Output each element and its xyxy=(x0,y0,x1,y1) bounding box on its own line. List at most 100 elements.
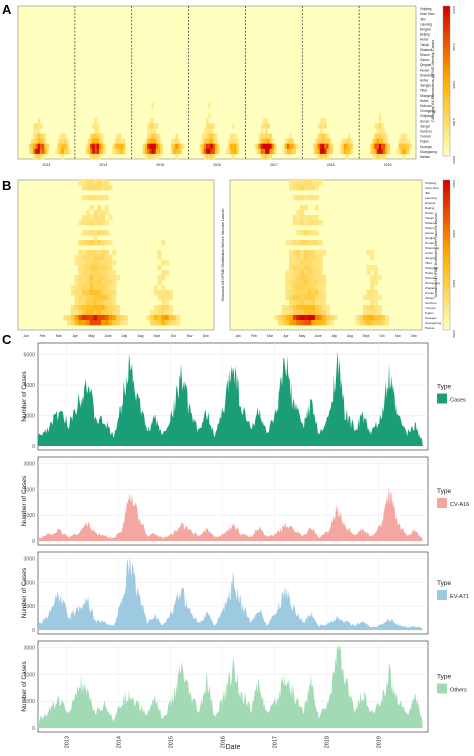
heat-cell xyxy=(94,143,98,150)
heat-cell xyxy=(74,305,79,311)
heat-cell xyxy=(296,220,301,226)
month-tick-label: Aug xyxy=(138,334,144,338)
heat-cell xyxy=(44,138,47,144)
heat-cell xyxy=(120,143,124,150)
heat-cell xyxy=(173,148,176,155)
heat-cell xyxy=(98,138,102,144)
heat-cell xyxy=(82,185,87,191)
heat-cell xyxy=(93,305,98,311)
heat-cell xyxy=(314,310,319,316)
heat-cell xyxy=(374,320,378,326)
heat-cell xyxy=(101,133,104,139)
heat-cell xyxy=(289,148,292,155)
heat-cell xyxy=(315,138,318,144)
panel-b-heatmaps: Jan Feb Mar Apr May June July Aug Sept Oct Nov Dec J… xyxy=(17,179,456,338)
heat-cell xyxy=(114,148,117,155)
heat-cell xyxy=(177,138,181,144)
heat-cell xyxy=(362,305,367,311)
heat-cell xyxy=(157,250,162,256)
heat-cell xyxy=(366,295,371,301)
heat-cell xyxy=(303,265,308,271)
month-tick-label: Nov xyxy=(395,334,401,338)
heat-cell xyxy=(100,185,105,191)
heat-cell xyxy=(87,138,91,144)
heat-cell xyxy=(303,185,308,191)
heat-cell xyxy=(374,138,377,144)
x-tick-label: 2017 xyxy=(270,163,278,167)
heat-cell xyxy=(273,148,277,155)
heat-cell xyxy=(160,143,163,150)
heat-cell xyxy=(116,310,121,316)
heat-cell xyxy=(153,285,158,291)
heat-cell xyxy=(104,180,109,186)
heat-cell xyxy=(319,133,323,139)
heat-cell xyxy=(100,285,105,291)
heat-cell xyxy=(112,300,117,306)
heat-cell xyxy=(97,295,102,301)
heat-cell xyxy=(292,280,297,286)
month-tick-label: Aug xyxy=(347,334,353,338)
heat-cell xyxy=(97,210,102,216)
heat-cell xyxy=(282,143,286,150)
heat-cell xyxy=(42,133,45,139)
heat-cell xyxy=(151,143,154,150)
heat-cell xyxy=(153,153,157,160)
heat-cell xyxy=(346,153,349,160)
heat-cell xyxy=(149,133,152,139)
province-label: Guizhou xyxy=(425,301,437,305)
y-tick-label: 0 xyxy=(32,628,35,634)
province-label: Jilin xyxy=(420,17,426,21)
heat-cell xyxy=(206,123,209,129)
heat-cell xyxy=(82,260,87,266)
heat-cell xyxy=(374,305,378,311)
heat-cell xyxy=(322,305,327,311)
heat-cell xyxy=(278,320,282,326)
heat-cell xyxy=(289,320,294,326)
heat-cell xyxy=(108,310,113,316)
heat-cell xyxy=(292,285,297,291)
heat-cell xyxy=(285,290,290,296)
y-tick-label: 2000 xyxy=(23,580,35,586)
heat-cell xyxy=(300,300,305,306)
y-axis-label: Number of Cases xyxy=(21,660,28,711)
heat-cell xyxy=(378,128,382,134)
heat-cell xyxy=(234,148,237,155)
heat-cell xyxy=(168,290,173,296)
heat-cell xyxy=(300,255,305,261)
heat-cell xyxy=(82,250,87,256)
heat-cell xyxy=(108,315,113,321)
heat-cell xyxy=(116,143,119,150)
heat-cell xyxy=(123,315,128,321)
heat-cell xyxy=(405,148,408,155)
colorbar-tick: 0.005 xyxy=(452,81,456,89)
heat-cell xyxy=(144,138,148,144)
heat-cell xyxy=(153,148,157,155)
heat-cell xyxy=(37,148,41,155)
heat-cell xyxy=(330,148,334,155)
heat-cell xyxy=(262,123,266,129)
heat-cell xyxy=(296,275,301,281)
heat-cell xyxy=(92,148,95,155)
heat-cell xyxy=(74,260,79,266)
heat-cell xyxy=(151,138,154,144)
heat-cell xyxy=(289,250,294,256)
heat-cell xyxy=(350,148,353,155)
heat-cell xyxy=(311,320,316,326)
heat-cell xyxy=(97,300,102,306)
heat-cell xyxy=(318,290,323,296)
heat-cell xyxy=(307,295,312,301)
province-label: Xinjiang xyxy=(425,181,436,185)
heat-cell xyxy=(85,185,90,191)
heat-cell xyxy=(311,295,316,301)
heat-cell xyxy=(296,295,301,301)
heat-cell xyxy=(407,148,410,155)
heat-cell xyxy=(317,153,321,160)
heat-cell xyxy=(118,138,122,144)
y-tick-label: 1000 xyxy=(23,604,35,610)
heat-cell xyxy=(303,300,308,306)
heat-cell xyxy=(201,143,205,150)
heat-cell xyxy=(85,295,90,301)
heat-cell xyxy=(78,265,83,271)
heat-cell xyxy=(82,290,87,296)
heat-cell xyxy=(300,240,305,246)
